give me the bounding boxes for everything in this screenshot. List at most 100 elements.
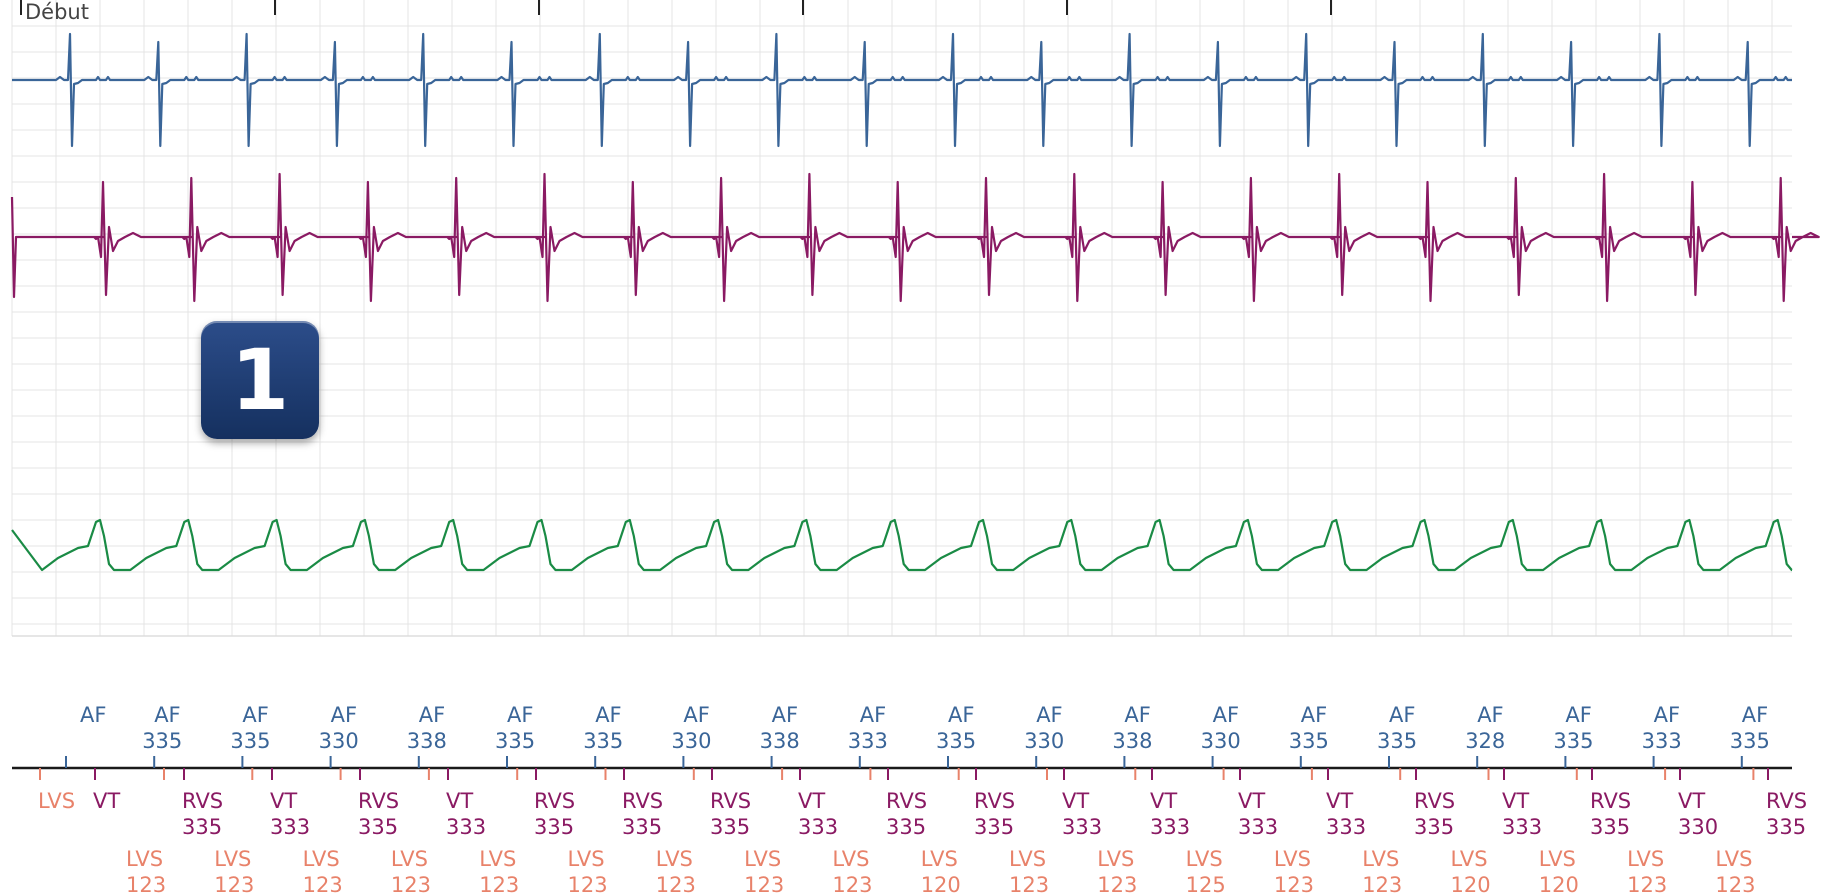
ventricular-marker-label: RVS bbox=[886, 789, 927, 813]
atrial-marker-value: 333 bbox=[1642, 729, 1682, 753]
atrial-marker-value: 333 bbox=[848, 729, 888, 753]
lvs-marker-label: LVS bbox=[126, 847, 163, 871]
atrial-marker-label: AF bbox=[772, 703, 798, 727]
ventricular-marker-value: 333 bbox=[1062, 815, 1102, 839]
ventricular-marker-label: VT bbox=[1238, 789, 1265, 813]
ventricular-marker-label: RVS bbox=[1590, 789, 1631, 813]
chart-grid: Début bbox=[11, 0, 1792, 637]
ventricular-marker-label: RVS bbox=[358, 789, 399, 813]
ventricular-marker-value: 333 bbox=[798, 815, 838, 839]
atrial-marker-value: 335 bbox=[1553, 729, 1593, 753]
lvs-marker-value: 123 bbox=[744, 873, 784, 894]
atrial-marker-value: 338 bbox=[1112, 729, 1152, 753]
atrial-marker-value: 335 bbox=[495, 729, 535, 753]
atrial-marker-value: 335 bbox=[230, 729, 270, 753]
atrial-marker-label: AF bbox=[1654, 703, 1680, 727]
atrial-marker-label: AF bbox=[595, 703, 621, 727]
rv-egm-trace bbox=[10, 172, 1820, 303]
atrial-marker-value: 330 bbox=[1201, 729, 1241, 753]
atrial-marker-value: 330 bbox=[1024, 729, 1064, 753]
lvs-marker-value: 123 bbox=[1009, 873, 1049, 894]
lvs-marker-value: 125 bbox=[1186, 873, 1226, 894]
ventricular-marker-label: LVS bbox=[38, 789, 75, 813]
atrial-marker-value: 335 bbox=[1730, 729, 1770, 753]
ventricular-marker-value: 335 bbox=[710, 815, 750, 839]
ventricular-marker-label: RVS bbox=[182, 789, 223, 813]
lvs-marker-label: LVS bbox=[1009, 847, 1046, 871]
ventricular-marker-label: VT bbox=[1150, 789, 1177, 813]
lvs-marker-label: LVS bbox=[1274, 847, 1311, 871]
atrial-marker-value: 330 bbox=[671, 729, 711, 753]
lvs-marker-label: LVS bbox=[1539, 847, 1576, 871]
ventricular-marker-label: VT bbox=[446, 789, 473, 813]
atrial-marker-label: AF bbox=[1124, 703, 1150, 727]
atrial-marker-value: 338 bbox=[407, 729, 447, 753]
atrial-marker-label: AF bbox=[419, 703, 445, 727]
ventricular-marker-value: 335 bbox=[1766, 815, 1806, 839]
lvs-marker-value: 123 bbox=[1627, 873, 1667, 894]
ventricular-marker-value: 335 bbox=[886, 815, 926, 839]
ventricular-marker-label: VT bbox=[1678, 789, 1705, 813]
lvs-marker-value: 123 bbox=[1715, 873, 1755, 894]
ventricular-marker-value: 333 bbox=[446, 815, 486, 839]
ventricular-marker-value: 335 bbox=[622, 815, 662, 839]
lvs-marker-label: LVS bbox=[214, 847, 251, 871]
ventricular-marker-value: 335 bbox=[1590, 815, 1630, 839]
atrial-marker-label: AF bbox=[154, 703, 180, 727]
atrial-marker-label: AF bbox=[1565, 703, 1591, 727]
ventricular-marker-value: 333 bbox=[1326, 815, 1366, 839]
ventricular-marker-label: VT bbox=[93, 789, 120, 813]
lvs-marker-value: 120 bbox=[921, 873, 961, 894]
ventricular-marker-value: 335 bbox=[1414, 815, 1454, 839]
atrial-marker-value: 328 bbox=[1465, 729, 1505, 753]
ventricular-marker-label: RVS bbox=[1766, 789, 1807, 813]
lvs-marker-value: 123 bbox=[656, 873, 696, 894]
ventricular-marker-label: RVS bbox=[622, 789, 663, 813]
ventricular-marker-label: RVS bbox=[974, 789, 1015, 813]
atrial-marker-label: AF bbox=[1742, 703, 1768, 727]
atrial-marker-label: AF bbox=[683, 703, 709, 727]
atrial-marker-label: AF bbox=[1389, 703, 1415, 727]
atrial-marker-label: AF bbox=[80, 703, 106, 727]
ventricular-marker-label: VT bbox=[1502, 789, 1529, 813]
lvs-marker-label: LVS bbox=[1362, 847, 1399, 871]
ventricular-marker-value: 335 bbox=[358, 815, 398, 839]
lvs-marker-label: LVS bbox=[1097, 847, 1134, 871]
atrial-marker-value: 335 bbox=[142, 729, 182, 753]
ventricular-marker-value: 335 bbox=[974, 815, 1014, 839]
ventricular-marker-label: VT bbox=[270, 789, 297, 813]
lvs-marker-label: LVS bbox=[568, 847, 605, 871]
lv-egm-trace bbox=[11, 518, 1793, 572]
atrial-marker-label: AF bbox=[507, 703, 533, 727]
lvs-marker-value: 123 bbox=[214, 873, 254, 894]
lvs-marker-label: LVS bbox=[1715, 847, 1752, 871]
atrial-marker-label: AF bbox=[1477, 703, 1503, 727]
egm-traces bbox=[10, 32, 1820, 572]
ventricular-marker-label: RVS bbox=[1414, 789, 1455, 813]
lvs-marker-label: LVS bbox=[303, 847, 340, 871]
ventricular-marker-value: 333 bbox=[1238, 815, 1278, 839]
atrial-marker-label: AF bbox=[1036, 703, 1062, 727]
ventricular-marker-value: 333 bbox=[1502, 815, 1542, 839]
lvs-marker-value: 120 bbox=[1539, 873, 1579, 894]
atrial-marker-value: 335 bbox=[1377, 729, 1417, 753]
lvs-marker-label: LVS bbox=[1627, 847, 1664, 871]
lvs-marker-label: LVS bbox=[744, 847, 781, 871]
atrial-marker-label: AF bbox=[1213, 703, 1239, 727]
marker-channel: AF AF335AF335AF330AF338AF335AF335AF330AF3… bbox=[12, 703, 1807, 894]
lvs-marker-value: 123 bbox=[479, 873, 519, 894]
atrial-marker-label: AF bbox=[1301, 703, 1327, 727]
lvs-marker-value: 123 bbox=[1097, 873, 1137, 894]
lvs-marker-label: LVS bbox=[1186, 847, 1223, 871]
atrial-marker-value: 330 bbox=[319, 729, 359, 753]
start-label: Début bbox=[25, 0, 89, 24]
ventricular-marker-value: 335 bbox=[182, 815, 222, 839]
atrial-marker-value: 335 bbox=[1289, 729, 1329, 753]
atrial-marker-value: 335 bbox=[936, 729, 976, 753]
lvs-marker-label: LVS bbox=[832, 847, 869, 871]
ventricular-marker-label: VT bbox=[1062, 789, 1089, 813]
lvs-marker-label: LVS bbox=[921, 847, 958, 871]
atrial-marker-label: AF bbox=[860, 703, 886, 727]
step-number-label: 1 bbox=[230, 331, 290, 429]
step-number-badge: 1 bbox=[201, 321, 319, 439]
